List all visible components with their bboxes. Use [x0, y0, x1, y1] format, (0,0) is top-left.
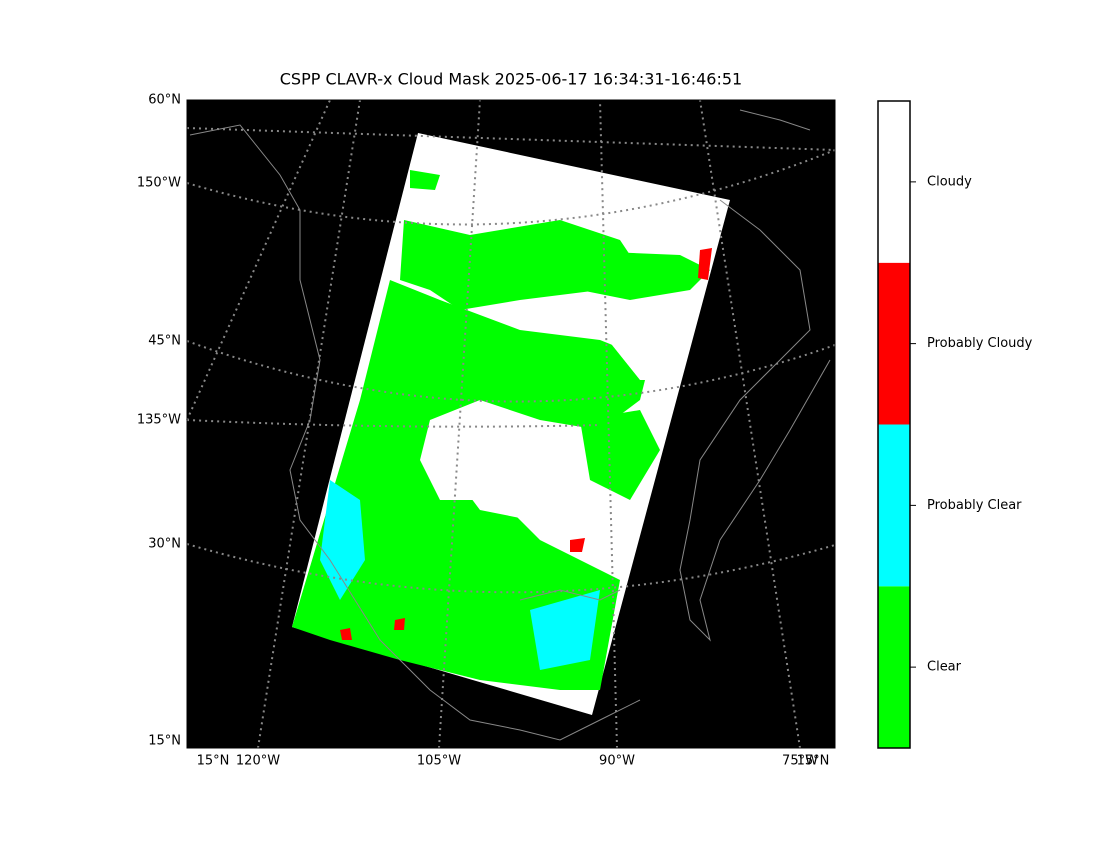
colorbar-label: Probably Clear [927, 498, 1022, 513]
bottom-label: 105°W [417, 754, 461, 769]
colorbar-segment [878, 424, 910, 587]
left-label: 135°W [137, 413, 181, 428]
colorbar-label: Clear [927, 660, 962, 675]
coastlines [189, 109, 831, 741]
colorbar-label: Cloudy [927, 174, 972, 189]
clear-areas [292, 170, 710, 690]
colorbar-frame [877, 100, 911, 749]
colorbar-segment [878, 586, 910, 748]
bottom-label: 15°N [797, 754, 830, 769]
bottom-label: 15°N [197, 754, 230, 769]
left-label: 30°N [148, 537, 181, 552]
bottom-label: 120°W [236, 754, 280, 769]
bottom-label: 75°W [782, 754, 818, 769]
left-label: 60°N [148, 93, 181, 108]
left-label: 45°N [148, 334, 181, 349]
colorbar: Clear Probably Clear Probably Cloudy Cloudy [877, 100, 1033, 749]
title: CSPP CLAVR-x Cloud Mask 2025-06-17 16:34… [280, 70, 742, 89]
map [186, 99, 836, 749]
colorbar-label: Probably Cloudy [927, 336, 1033, 351]
probably-cloudy-areas [340, 248, 712, 640]
graticule [186, 99, 836, 749]
map-frame [186, 99, 836, 749]
axis-labels: 60°N 150°W 45°N 135°W 30°N 15°N 15°N 120°W 105°W… [137, 93, 830, 769]
bottom-label: 90°W [599, 754, 635, 769]
probably-clear-areas [320, 480, 600, 670]
cloudy-areas [450, 310, 680, 520]
colorbar-segment [878, 262, 910, 425]
left-label: 150°W [137, 176, 181, 191]
left-label: 15°N [148, 734, 181, 749]
colorbar-segment [878, 101, 910, 263]
